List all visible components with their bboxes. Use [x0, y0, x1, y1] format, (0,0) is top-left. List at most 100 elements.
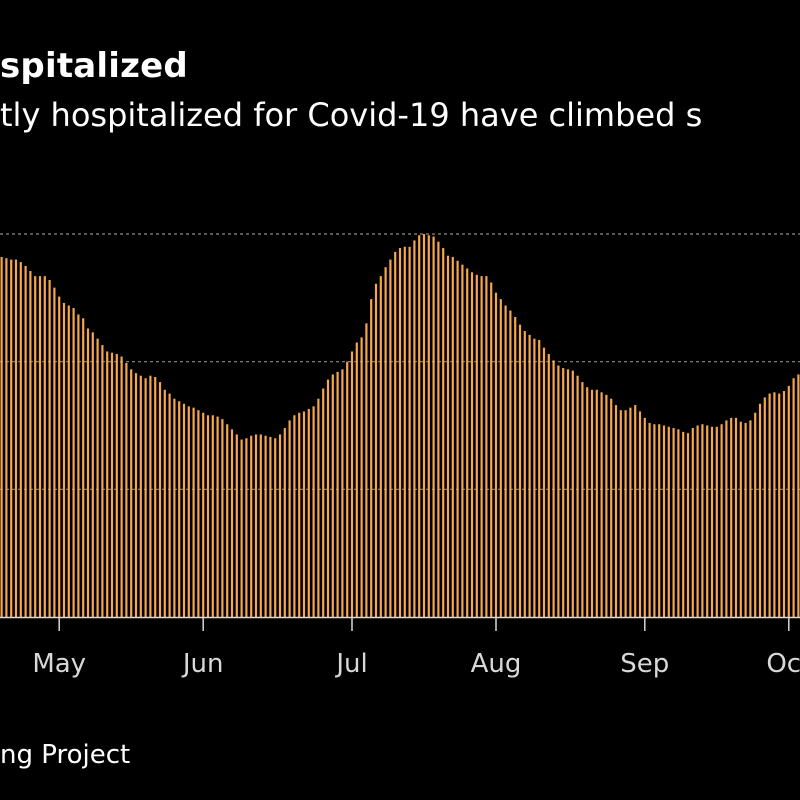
bar: [58, 296, 61, 617]
bar: [259, 434, 262, 617]
bar: [408, 246, 411, 617]
bar: [317, 398, 320, 617]
bar: [240, 439, 243, 617]
bar: [283, 428, 286, 617]
bar: [725, 420, 728, 617]
bar: [187, 406, 190, 617]
bar: [672, 428, 675, 617]
source-note: ng Project: [0, 740, 131, 770]
bar: [710, 426, 714, 617]
bar: [254, 434, 258, 617]
bar: [590, 389, 594, 617]
bar: [547, 354, 550, 617]
bar: [437, 241, 440, 617]
bar: [43, 276, 46, 617]
bar: [418, 235, 421, 617]
bar: [403, 246, 406, 617]
bar: [682, 431, 685, 617]
bar: [149, 375, 152, 617]
bar: [600, 392, 603, 617]
bar: [5, 258, 8, 617]
bar: [360, 337, 363, 617]
bar: [278, 434, 282, 617]
bar: [504, 305, 507, 617]
bar: [298, 412, 301, 617]
bar: [446, 255, 450, 617]
bar: [730, 417, 733, 617]
bar: [86, 328, 90, 617]
bar: [768, 393, 771, 617]
bar: [341, 369, 344, 617]
bar: [706, 425, 709, 617]
bar: [648, 422, 651, 617]
bar: [552, 360, 555, 617]
x-tick-label: Jul: [334, 649, 367, 679]
bar: [792, 378, 795, 617]
bar: [480, 276, 483, 617]
bar: [106, 351, 109, 617]
bar: [216, 416, 219, 617]
bar: [331, 374, 334, 617]
bar: [139, 375, 142, 617]
bar: [19, 262, 22, 617]
bar: [451, 256, 454, 617]
bar: [34, 276, 37, 617]
bar: [110, 352, 114, 617]
bar: [744, 422, 747, 617]
bar: [24, 265, 27, 617]
bar: [614, 405, 618, 617]
bar: [782, 391, 786, 617]
x-tick-label: Aug: [471, 649, 522, 679]
bar: [749, 420, 752, 617]
bar: [509, 310, 512, 617]
bar: [715, 426, 718, 617]
bar: [48, 279, 51, 617]
bar: [466, 268, 469, 617]
bar: [667, 426, 670, 617]
bar: [206, 415, 210, 617]
bar: [734, 417, 738, 617]
bar: [230, 429, 234, 617]
bar: [456, 260, 459, 617]
bar: [514, 316, 517, 617]
bar: [610, 398, 613, 617]
bar: [638, 411, 642, 617]
bar: [302, 411, 306, 617]
bar: [389, 259, 392, 617]
gridlines: [0, 233, 800, 490]
bar: [566, 369, 570, 617]
bar: [134, 373, 138, 617]
bar: [686, 433, 690, 617]
bar: [0, 256, 3, 617]
bar: [182, 403, 186, 617]
bar: [538, 339, 541, 617]
bar: [29, 271, 32, 617]
bar: [778, 393, 781, 617]
bar: [619, 410, 622, 617]
bar: [422, 234, 426, 617]
bar: [154, 376, 157, 617]
x-axis: May Jun Jul Aug Sep Oct: [32, 617, 800, 679]
bar: [211, 415, 214, 617]
bar: [494, 292, 498, 617]
bar: [144, 378, 147, 617]
bar: [557, 365, 560, 617]
bar: [758, 403, 762, 617]
bar: [125, 362, 128, 617]
bar: [269, 436, 272, 617]
bar: [562, 368, 565, 617]
bar: [264, 435, 267, 617]
bar: [307, 408, 310, 617]
bar: [336, 371, 339, 617]
bar: [326, 379, 330, 617]
bar: [432, 236, 435, 617]
bar: [72, 308, 75, 617]
bar: [250, 435, 253, 617]
bar: [461, 264, 464, 617]
chart-title: spitalized: [0, 46, 188, 86]
bar: [442, 248, 445, 617]
bar: [96, 338, 99, 617]
bar: [197, 410, 200, 617]
bar: [245, 438, 248, 617]
